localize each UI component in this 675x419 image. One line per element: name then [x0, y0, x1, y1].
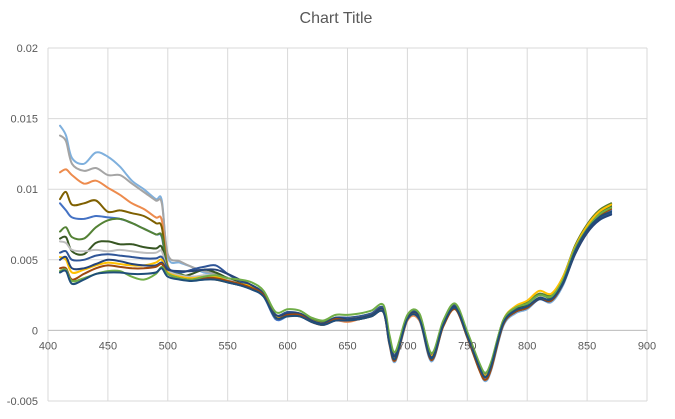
series-line [59, 210, 613, 378]
gridlines [47, 47, 648, 402]
series-line [59, 206, 613, 374]
y-tick-label: 0 [32, 325, 38, 337]
chart-title: Chart Title [299, 10, 373, 27]
y-tick-label: 0.005 [10, 255, 38, 267]
y-tick-label: 0.01 [17, 184, 38, 196]
x-tick-label: 800 [518, 340, 536, 352]
series-lines [59, 124, 613, 383]
x-tick-label: 500 [159, 340, 177, 352]
x-tick-label: 550 [219, 340, 237, 352]
x-tick-label: 400 [39, 340, 57, 352]
x-tick-label: 650 [338, 340, 356, 352]
tick-labels: -0.005 0 0.005 0.01 0.015 0.02 400 450 500 550 600… [7, 43, 656, 408]
y-tick-label: 0.02 [17, 43, 38, 55]
x-tick-label: 700 [398, 340, 416, 352]
y-tick-label: -0.005 [7, 396, 38, 408]
x-tick-label: 850 [578, 340, 596, 352]
series-line [59, 213, 613, 378]
x-tick-label: 900 [638, 340, 656, 352]
y-tick-label: 0.015 [10, 114, 38, 126]
x-tick-label: 450 [99, 340, 117, 352]
x-tick-label: 600 [278, 340, 296, 352]
x-tick-label: 750 [458, 340, 476, 352]
series-line [59, 208, 613, 381]
